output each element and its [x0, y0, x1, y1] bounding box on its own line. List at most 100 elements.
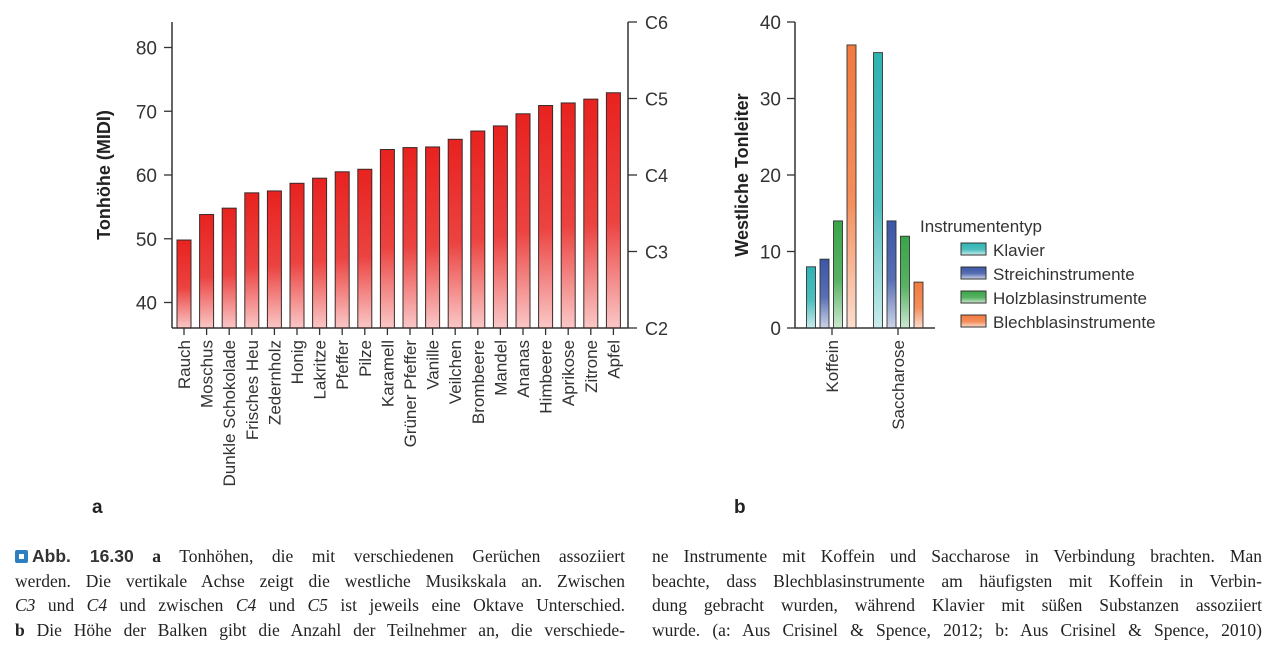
secondary-y-tick-label: C2: [645, 319, 668, 339]
caption-text: werden. Die vertikale Achse zeigt die we…: [15, 570, 625, 591]
x-tick-label: Zedernholz: [265, 340, 284, 425]
x-tick-label: Dunkle Schokolade: [220, 340, 239, 486]
legend-swatch-blechblasinstrumente: [960, 314, 987, 328]
bar-koffein-streichinstrumente: [819, 258, 830, 329]
bar-honig: [289, 182, 305, 329]
bar-karamell: [379, 149, 395, 329]
bar-aprikose: [560, 102, 576, 329]
x-tick-label: Honig: [288, 340, 307, 384]
caption-text: Die Höhe der Balken gibt die Anzahl der …: [24, 619, 625, 640]
x-tick-label: Pilze: [356, 340, 375, 377]
x-tick-label-b: Koffein: [823, 340, 842, 393]
caption-text: ne Instrumente mit Koffein und Saccharos…: [652, 546, 1262, 566]
y-axis-title: Tonhöhe (MIDI): [94, 110, 114, 240]
x-tick-label: Pfeffer: [333, 340, 352, 390]
x-tick-label: Karamell: [378, 340, 397, 407]
caption-text: beachte, dass Blechblasinstrumente am hä…: [652, 570, 1262, 591]
caption-line: Abb. 16.30 a Tonhöhen, die mit verschied…: [15, 544, 625, 569]
legend-label: Klavier: [993, 241, 1045, 260]
bar-saccharose-streichinstrumente: [886, 220, 897, 329]
x-tick-label: Veilchen: [446, 340, 465, 404]
panel-label-b: b: [734, 497, 746, 518]
figure-marker-icon: [15, 550, 28, 563]
legend-label: Holzblasinstrumente: [993, 289, 1147, 308]
caption-left-column: Abb. 16.30 a Tonhöhen, die mit verschied…: [15, 544, 625, 642]
caption-text: wurde. (a: Aus Crisinel & Spence, 2012; …: [652, 619, 1262, 640]
x-tick-label: Moschus: [198, 340, 217, 408]
bar-saccharose-klavier: [873, 52, 883, 329]
caption-text: ist jeweils eine Oktave Unterschied.: [327, 595, 626, 615]
caption-text: C4: [86, 595, 108, 615]
secondary-y-tick-label: C4: [645, 166, 668, 186]
legend-swatch-holzblasinstrumente: [960, 290, 987, 304]
bar-koffein-holzblasinstrumente: [833, 220, 843, 329]
y-tick-label-b: 30: [760, 90, 781, 111]
caption-text: und: [256, 595, 308, 615]
legend-label: Blechblasinstrumente: [993, 313, 1156, 332]
legend-title: Instrumententyp: [920, 217, 1042, 236]
y-axis-title-b: Westliche Tonleiter: [732, 93, 752, 256]
bar-rauch: [176, 239, 192, 329]
caption-line: dung gebracht wurden, während Klavier mi…: [652, 593, 1262, 618]
x-tick-label-b: Saccharose: [889, 340, 908, 430]
x-tick-label: Ananas: [514, 340, 533, 398]
bar-pfeffer: [334, 171, 350, 329]
secondary-y-tick-label: C5: [645, 90, 668, 110]
secondary-y-tick-label: C3: [645, 243, 668, 263]
bar-himbeere: [538, 105, 554, 329]
bar-mandel: [492, 125, 508, 329]
caption-text: C5: [307, 595, 328, 615]
figure-number: Abb. 16.30: [32, 546, 134, 566]
bar-zedernholz: [266, 190, 282, 329]
bar-ananas: [515, 113, 531, 329]
legend-swatch-klavier: [960, 242, 987, 256]
bar-moschus: [199, 214, 215, 329]
x-tick-label: Zitrone: [582, 340, 601, 393]
bar-brombeere: [470, 130, 486, 329]
x-tick-label: Mandel: [491, 340, 510, 396]
bar-zitrone: [583, 98, 599, 329]
caption-line: C3 und C4 und zwischen C4 und C5 ist jew…: [15, 593, 625, 618]
bar-saccharose-holzblasinstrumente: [900, 235, 910, 329]
caption-line: werden. Die vertikale Achse zeigt die we…: [15, 569, 625, 594]
secondary-y-tick-label: C6: [645, 13, 668, 33]
y-tick-label: 40: [136, 294, 157, 315]
bar-koffein-klavier: [806, 266, 816, 329]
x-tick-label: Frisches Heu: [243, 340, 262, 440]
x-tick-label: Apfel: [604, 340, 623, 379]
caption-text: und: [35, 595, 87, 615]
panel-label-a: a: [92, 497, 103, 518]
caption-text: b: [15, 619, 25, 640]
bar-apfel: [605, 92, 621, 329]
y-tick-label: 50: [136, 230, 157, 251]
x-tick-label: Vanille: [424, 340, 443, 390]
x-tick-label: Aprikose: [559, 340, 578, 406]
x-tick-label: Grüner Pfeffer: [401, 340, 420, 448]
bar-pilze: [357, 168, 373, 329]
x-tick-label: Himbeere: [537, 340, 556, 414]
bar-koffein-blechblasinstrumente: [846, 44, 857, 329]
caption-right-column: ne Instrumente mit Koffein und Saccharos…: [652, 544, 1262, 642]
bar-saccharose-blechblasinstrumente: [913, 281, 924, 329]
legend-swatch-streichinstrumente: [960, 266, 987, 280]
y-tick-label-b: 40: [760, 13, 781, 34]
bar-lakritze: [312, 177, 328, 329]
x-tick-label: Brombeere: [469, 340, 488, 424]
x-tick-label: Rauch: [175, 340, 194, 389]
y-tick-label: 60: [136, 166, 157, 187]
bar-grüner-pfeffer: [402, 147, 418, 329]
y-tick-label-b: 10: [760, 243, 781, 264]
caption-line: ne Instrumente mit Koffein und Saccharos…: [652, 544, 1262, 569]
caption-text: dung gebracht wurden, während Klavier mi…: [652, 595, 1262, 615]
caption-line: beachte, dass Blechblasinstrumente am hä…: [652, 569, 1262, 594]
caption-text: C4: [235, 595, 257, 615]
caption-text: C3: [15, 595, 36, 615]
y-tick-label: 80: [136, 39, 157, 60]
y-tick-label-b: 0: [770, 319, 781, 340]
y-tick-label-b: 20: [760, 166, 781, 187]
x-tick-label: Lakritze: [311, 340, 330, 400]
caption-line: wurde. (a: Aus Crisinel & Spence, 2012; …: [652, 618, 1262, 643]
bar-dunkle-schokolade: [221, 207, 237, 329]
bar-vanille: [425, 146, 441, 329]
bar-veilchen: [447, 138, 463, 329]
